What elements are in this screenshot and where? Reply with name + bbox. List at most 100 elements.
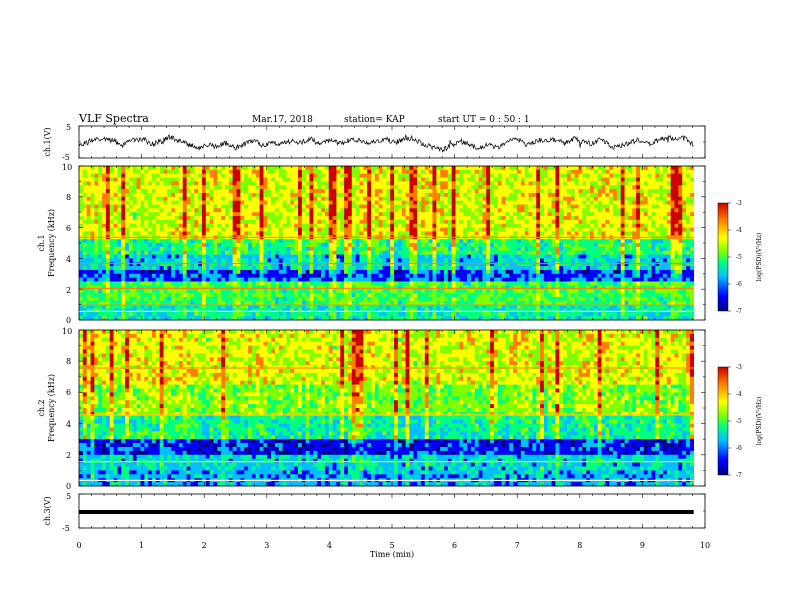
ch1-spec-cell: [647, 262, 652, 267]
ch1-spec-cell: [205, 166, 210, 171]
ch1-spec-cell: [282, 277, 287, 282]
ch1-spec-cell: [663, 189, 668, 194]
ch1-spec-cell: [159, 177, 164, 182]
ch1-spec-cell: [497, 196, 502, 201]
ch1-spec-cell: [263, 166, 268, 171]
ch1-spec-cell: [547, 246, 552, 251]
ch1-spec-cell: [155, 277, 160, 282]
ch1-spec-cell: [440, 277, 445, 282]
ch1-spec-cell: [274, 169, 280, 174]
ch1-spec-cell: [543, 227, 549, 232]
ch1-waveform-trace: [78, 134, 694, 153]
ch1-spec-cell: [628, 196, 633, 201]
ch1-spec-cell: [225, 250, 230, 255]
ch1-spec-cell: [563, 273, 568, 278]
ch1-spec-cell: [689, 204, 695, 209]
ch1-spec-cell: [417, 196, 422, 201]
ch1-spec-cell: [225, 281, 230, 286]
ch1-spec-cell: [79, 250, 84, 255]
ch1-spec-cell: [613, 258, 618, 263]
ch1-spec-cell: [198, 277, 203, 282]
ch1-spec-cell: [152, 277, 157, 282]
ch1-spec-cell: [651, 200, 656, 205]
ch1-spec-cell: [386, 246, 391, 251]
ch1-spec-cell: [689, 223, 695, 228]
ch1-spec-cell: [301, 239, 306, 244]
ch1-spec-cell: [321, 166, 326, 171]
ch1-spec-cell: [371, 243, 376, 248]
ch1-spec-cell: [428, 204, 433, 209]
ch1-spec-cell: [159, 266, 164, 271]
ch1-spec-cell: [678, 219, 683, 225]
ch1-spec-cell: [624, 200, 629, 205]
ch1-spec-cell: [109, 243, 114, 248]
ch1-spec-cell: [336, 273, 341, 278]
ch1-spec-cell: [417, 189, 422, 194]
ch1-spec-cell: [163, 239, 168, 244]
ch1-spec-cell: [102, 262, 107, 267]
ch1-spec-cell: [313, 258, 318, 263]
ch1-spec-cell: [282, 250, 287, 255]
ch1-spec-cell: [94, 239, 99, 244]
ch1-spec-cell: [351, 177, 356, 182]
ch1-spec-cell: [643, 196, 648, 201]
ch1-spec-cell: [90, 212, 95, 217]
ch1-spec-cell: [301, 173, 306, 178]
ch1-spec-cell: [117, 254, 122, 259]
ch1-spec-cell: [271, 185, 276, 190]
ch1-spec-cell: [105, 269, 111, 275]
ch1-spec-cell: [570, 258, 575, 263]
ch1-spec-cell: [121, 200, 126, 205]
ch1-spec-cell: [547, 219, 552, 225]
ch1-spec-cell: [271, 212, 276, 217]
ch1-spec-cell: [432, 227, 437, 232]
ch1-spec-cell: [363, 277, 368, 282]
ch1-spec-cell: [90, 250, 95, 255]
ch1-spec-cell: [597, 219, 602, 225]
ch1-spec-cell: [424, 254, 429, 259]
ch1-spec-cell: [86, 212, 91, 217]
ch1-spec-cell: [336, 258, 341, 263]
ch1-spec-cell: [497, 262, 502, 267]
ch1-spec-cell: [82, 262, 87, 267]
ch1-spec-cell: [590, 192, 595, 198]
ch1-spec-cell: [355, 189, 360, 194]
ch1-spec-cell: [447, 166, 452, 171]
ch1-spec-cell: [639, 239, 645, 244]
ch1-spec-cell: [201, 266, 207, 271]
ch1-spec-cell: [528, 254, 533, 259]
ch1-spec-cell: [282, 192, 287, 198]
ch1-spec-cell: [244, 223, 249, 228]
ch1-spec-cell: [390, 227, 395, 232]
ch1-spec-cell: [528, 243, 533, 248]
ch1-spec-cell: [509, 223, 514, 228]
ch1-spec-cell: [659, 266, 664, 271]
ch1-spec-cell: [351, 239, 356, 244]
ch1-spec-cell: [125, 266, 130, 271]
ch1-spec-cell: [236, 231, 241, 236]
ch1-spec-cell: [159, 181, 164, 186]
ch1-spec-cell: [666, 173, 671, 178]
ch1-spec-cell: [178, 269, 184, 275]
ch1-spec-cell: [155, 223, 160, 228]
ch1-spec-cell: [409, 192, 414, 198]
ch1-spec-cell: [274, 243, 280, 248]
ch1-spec-cell: [440, 223, 445, 228]
ch1-spec-cell: [163, 262, 168, 267]
ch1-spec-cell: [659, 169, 664, 174]
ch1-spec-cell: [221, 243, 226, 248]
ch1-spec-cell: [248, 250, 253, 255]
ch1-spec-cell: [478, 208, 483, 213]
ch1-spec-cell: [328, 166, 333, 171]
ch1-spec-cell: [209, 189, 214, 194]
ch1-spec-cell: [390, 177, 395, 182]
ch1-spec-cell: [386, 204, 391, 209]
ch1-spec-cell: [451, 173, 456, 178]
ch1-spec-cell: [347, 262, 353, 267]
ch1-spec-cell: [643, 200, 648, 205]
ch1-spec-cell: [240, 204, 245, 209]
ch1-spec-cell: [401, 239, 406, 244]
ch1-spec-cell: [397, 185, 403, 190]
ch1-spec-cell: [105, 273, 111, 278]
ch1-spec-cell: [605, 177, 610, 182]
